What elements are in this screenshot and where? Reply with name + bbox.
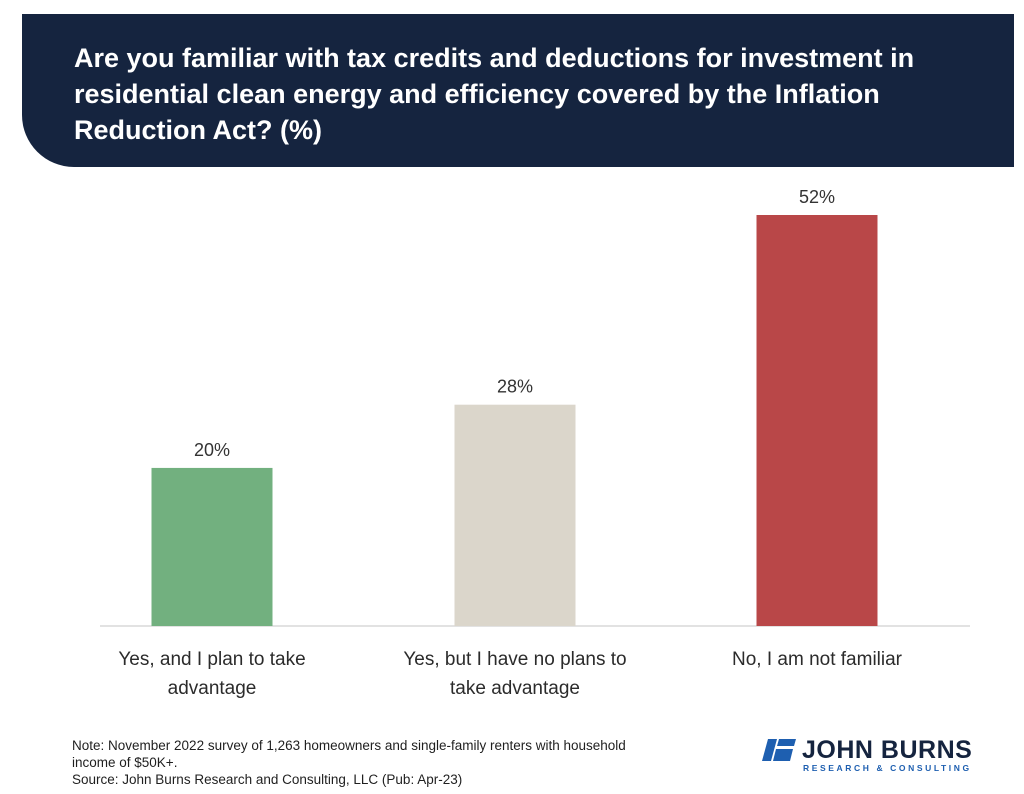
bar-1: [151, 467, 273, 626]
logo-tagline: RESEARCH & CONSULTING: [803, 763, 972, 773]
category-label-2-line-2: take advantage: [450, 678, 580, 699]
title-banner: Are you familiar with tax credits and de…: [22, 14, 1014, 167]
category-label-2: Yes, but I have no plans to take advantag…: [403, 649, 626, 699]
footnote: Note: November 2022 survey of 1,263 home…: [72, 737, 712, 788]
category-label-3-line-1: No, I am not familiar: [732, 649, 903, 670]
note-line-2: income of $50K+.: [72, 755, 178, 770]
bar-3: [756, 215, 878, 626]
source-line: Source: John Burns Research and Consulti…: [72, 772, 463, 787]
value-label-2: 28%: [497, 377, 533, 397]
category-label-3: No, I am not familiar: [732, 649, 903, 670]
category-label-2-line-1: Yes, but I have no plans to: [403, 649, 626, 670]
bars-layer: [151, 215, 878, 626]
bar-chart: 20% Yes, and I plan to take advantage 28% Ye…: [100, 187, 970, 699]
category-label-1: Yes, and I plan to take advantage: [118, 649, 305, 699]
note-line-1: Note: November 2022 survey of 1,263 home…: [72, 738, 626, 753]
jbrc-slash-logo-icon: [762, 739, 796, 761]
value-label-1: 20%: [194, 440, 230, 460]
category-label-1-line-2: advantage: [168, 678, 257, 699]
labels-layer: 20% Yes, and I plan to take advantage 28% Ye…: [118, 187, 902, 699]
john-burns-logo: JOHN BURNS RESEARCH & CONSULTING: [762, 736, 982, 777]
category-label-1-line-1: Yes, and I plan to take: [118, 649, 305, 670]
value-label-3: 52%: [799, 187, 835, 207]
bar-2: [454, 404, 576, 626]
chart-title: Are you familiar with tax credits and de…: [74, 43, 915, 145]
logo-name: JOHN BURNS: [802, 736, 973, 764]
